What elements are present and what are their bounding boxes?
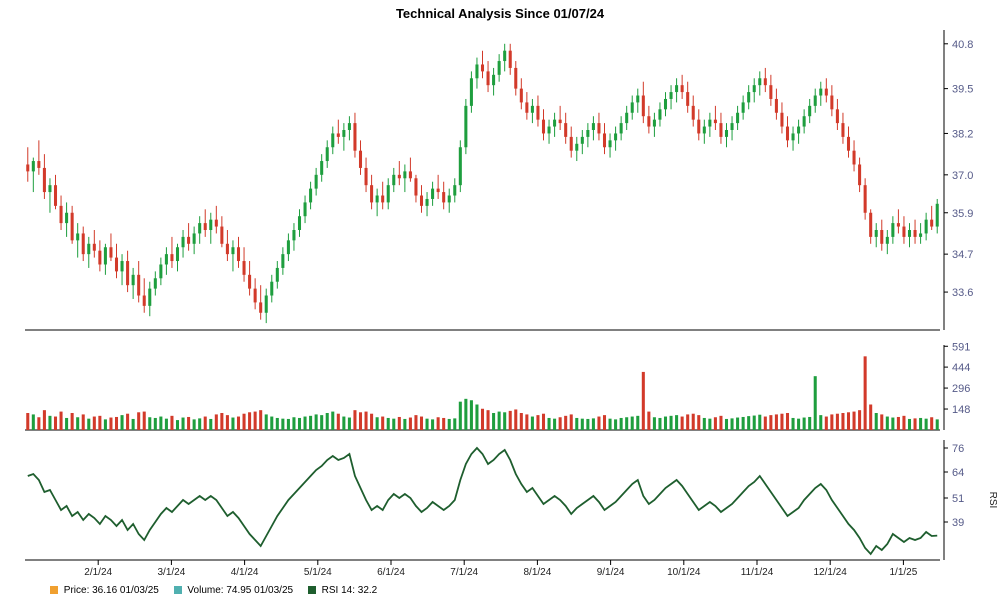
chart-container: Technical Analysis Since 01/07/24 40.8 39… [0, 0, 1000, 600]
svg-text:38.2: 38.2 [952, 128, 973, 140]
legend-rsi-label: RSI 14: 32.2 [322, 585, 378, 596]
svg-text:39.5: 39.5 [952, 84, 973, 96]
legend-rsi-swatch [308, 586, 316, 594]
svg-text:39: 39 [952, 517, 964, 529]
legend-volume: Volume: 74.95 01/03/25 [174, 585, 293, 596]
svg-text:444: 444 [952, 362, 970, 374]
svg-text:3/1/24: 3/1/24 [157, 567, 185, 578]
svg-text:591: 591 [952, 341, 970, 353]
svg-text:148: 148 [952, 404, 970, 416]
svg-text:7/1/24: 7/1/24 [450, 567, 478, 578]
svg-text:35.9: 35.9 [952, 208, 973, 220]
svg-text:2/1/24: 2/1/24 [84, 567, 112, 578]
svg-text:51: 51 [952, 493, 964, 505]
svg-text:40.8: 40.8 [952, 39, 973, 51]
legend-volume-label: Volume: 74.95 01/03/25 [187, 585, 293, 596]
svg-text:RSI: RSI [987, 492, 998, 509]
svg-text:296: 296 [952, 383, 970, 395]
svg-text:34.7: 34.7 [952, 249, 973, 261]
legend-volume-swatch [174, 586, 182, 594]
svg-text:9/1/24: 9/1/24 [597, 567, 625, 578]
svg-text:12/1/24: 12/1/24 [814, 567, 848, 578]
svg-text:11/1/24: 11/1/24 [741, 567, 774, 578]
legend: Price: 36.16 01/03/25 Volume: 74.95 01/0… [50, 585, 389, 596]
svg-text:64: 64 [952, 467, 964, 479]
svg-text:33.6: 33.6 [952, 287, 973, 299]
chart-svg: 40.8 39.5 38.2 37.0 35.9 34.7 33.6 591 444 296 148… [0, 0, 1000, 600]
svg-text:5/1/24: 5/1/24 [304, 567, 332, 578]
legend-price-label: Price: 36.16 01/03/25 [64, 585, 159, 596]
legend-price: Price: 36.16 01/03/25 [50, 585, 159, 596]
svg-text:4/1/24: 4/1/24 [231, 567, 259, 578]
legend-price-swatch [50, 586, 58, 594]
svg-text:10/1/24: 10/1/24 [667, 567, 701, 578]
svg-text:6/1/24: 6/1/24 [377, 567, 405, 578]
svg-text:76: 76 [952, 443, 964, 455]
svg-text:37.0: 37.0 [952, 170, 973, 182]
svg-text:8/1/24: 8/1/24 [523, 567, 551, 578]
chart-title: Technical Analysis Since 01/07/24 [0, 6, 1000, 21]
svg-text:1/1/25: 1/1/25 [889, 567, 917, 578]
legend-rsi: RSI 14: 32.2 [308, 585, 377, 596]
